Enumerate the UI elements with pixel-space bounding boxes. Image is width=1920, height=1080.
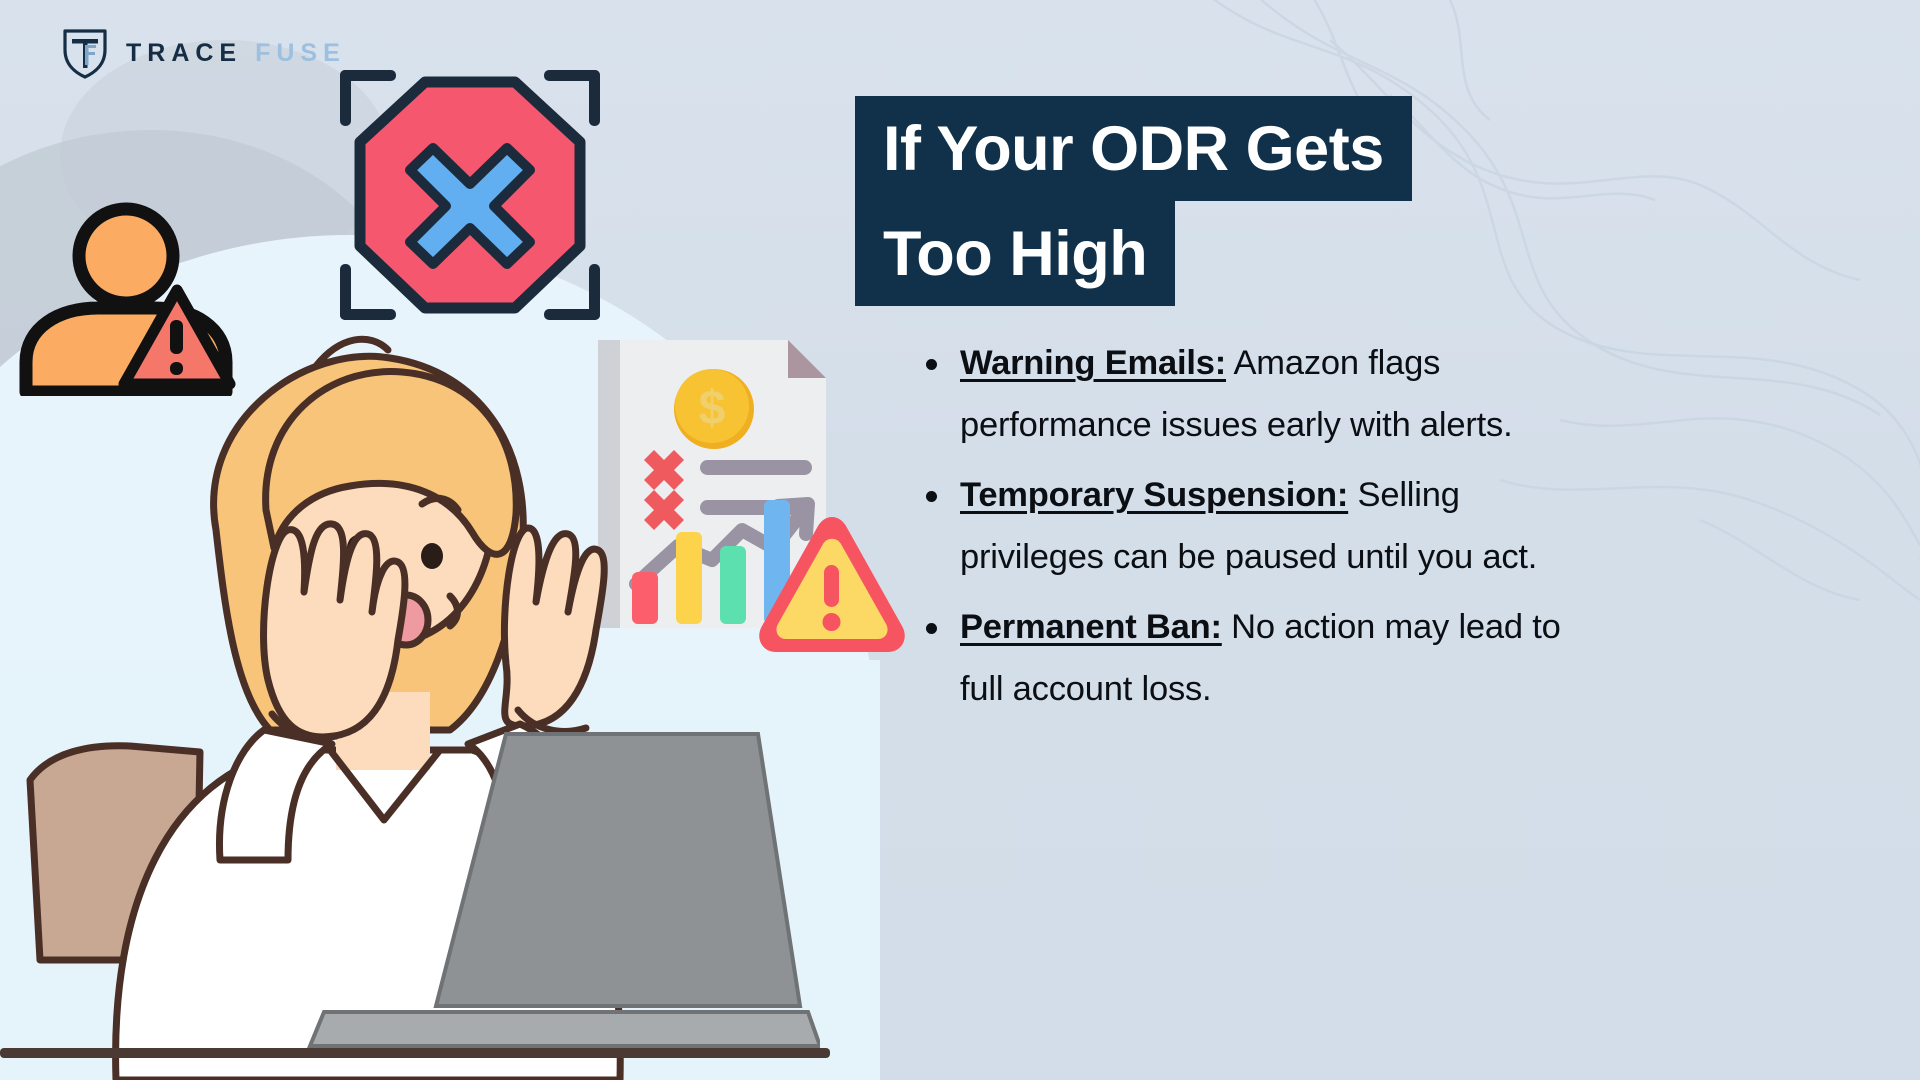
brand-logo[interactable]: TRACE FUSE bbox=[62, 26, 346, 80]
list-item-label: Warning Emails: bbox=[960, 344, 1227, 382]
desk-surface bbox=[0, 1048, 830, 1058]
list-item-text: Amazon flags performance issues early wi… bbox=[960, 344, 1513, 444]
focus-bracket-top-right bbox=[544, 70, 600, 126]
stop-sign-group bbox=[340, 70, 600, 320]
red-octagon-blue-x-icon bbox=[354, 76, 586, 314]
list-item-label: Temporary Suspension: bbox=[960, 476, 1349, 514]
svg-text:$: $ bbox=[699, 382, 726, 435]
shield-tf-monogram-icon bbox=[63, 29, 107, 79]
brand-name-secondary: FUSE bbox=[255, 38, 346, 67]
list-item: Warning Emails: Amazon flags performance… bbox=[912, 332, 1572, 456]
warning-triangle-icon bbox=[759, 517, 905, 652]
consequences-list: Warning Emails: Amazon flags performance… bbox=[912, 332, 1572, 728]
focus-bracket-bottom-left bbox=[340, 264, 396, 320]
list-item: Permanent Ban: No action may lead to ful… bbox=[912, 596, 1572, 720]
performance-report-document: $ bbox=[598, 340, 826, 628]
page-title: If Your ODR Gets Too High bbox=[855, 96, 1555, 306]
list-item-label: Permanent Ban: bbox=[960, 608, 1222, 646]
page-title-line-1: If Your ODR Gets bbox=[855, 96, 1412, 201]
focus-bracket-bottom-right bbox=[544, 264, 600, 320]
brand-name-primary: TRACE bbox=[126, 38, 243, 67]
list-item-text: No action may lead to full account loss. bbox=[960, 608, 1561, 708]
focus-bracket-top-left bbox=[340, 70, 396, 126]
list-item: Temporary Suspension: Selling privileges… bbox=[912, 464, 1572, 588]
brand-wordmark: TRACE FUSE bbox=[126, 39, 346, 68]
page-title-line-2: Too High bbox=[855, 201, 1176, 306]
stressed-woman-at-laptop bbox=[26, 335, 624, 1080]
warning-triangle-red-icon bbox=[118, 284, 236, 390]
list-item-text: Selling privileges can be paused until y… bbox=[960, 476, 1538, 576]
laptop bbox=[307, 732, 820, 1048]
